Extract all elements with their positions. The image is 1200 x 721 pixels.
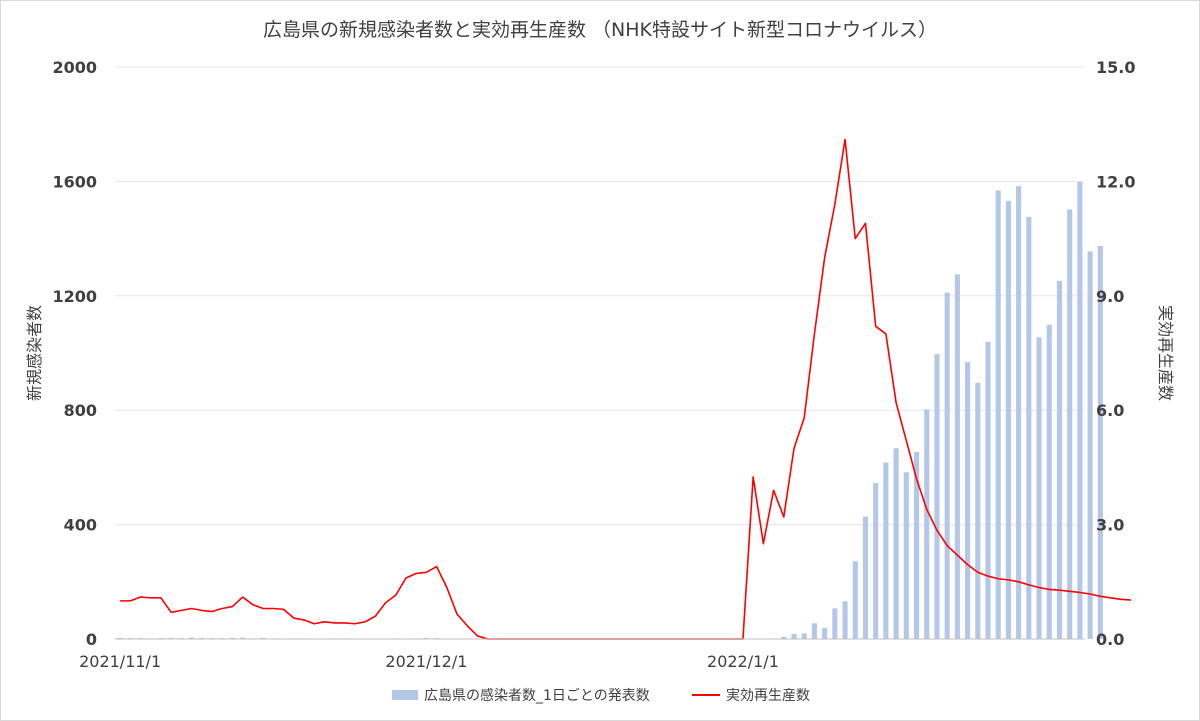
bar: [954, 274, 960, 639]
chart-title: 広島県の新規感染者数と実効再生産数 （NHK特設サイト新型コロナウイルス）: [263, 19, 937, 41]
bar: [1026, 216, 1032, 639]
bar: [995, 190, 1001, 639]
bar: [913, 451, 920, 639]
bar: [862, 516, 869, 639]
bar: [975, 382, 981, 639]
x-tick-label: 2022/1/1: [707, 652, 779, 671]
legend-label-bars: 広島県の感染者数_1日ごとの発表数: [424, 687, 650, 704]
right-tick-label: 9.0: [1096, 287, 1124, 306]
bar: [873, 483, 879, 639]
bar: [117, 637, 123, 639]
bar: [822, 628, 828, 639]
bar: [1036, 337, 1042, 639]
gridlines: [115, 66, 1085, 526]
legend-label-line: 実効再生産数: [726, 688, 810, 704]
bar: [1087, 251, 1093, 639]
bar: [903, 472, 909, 639]
legend: 広島県の感染者数_1日ごとの発表数 実効再生産数: [392, 687, 810, 704]
bar: [1056, 280, 1063, 639]
bar: [229, 637, 235, 639]
bar: [1067, 209, 1073, 640]
bar: [944, 292, 950, 639]
bar-series: [117, 181, 1103, 640]
bar: [811, 623, 817, 639]
legend-swatch-bars: [392, 690, 418, 700]
bar: [1046, 324, 1052, 639]
bar: [965, 362, 971, 639]
bar: [1097, 246, 1103, 639]
bar: [883, 462, 889, 639]
left-tick-label: 1200: [52, 287, 97, 306]
bar: [199, 637, 205, 639]
bar: [1005, 200, 1011, 639]
bar: [852, 561, 858, 639]
bar: [1016, 186, 1022, 639]
x-tick-label: 2021/12/1: [385, 652, 467, 671]
bar: [801, 633, 807, 639]
right-tick-label: 0.0: [1096, 630, 1124, 649]
left-tick-label: 800: [64, 401, 97, 420]
left-tick-label: 2000: [52, 58, 97, 77]
bar: [189, 637, 195, 639]
bar: [924, 409, 930, 639]
bar: [893, 448, 899, 639]
bar: [781, 636, 787, 639]
bar: [842, 601, 848, 639]
bar: [832, 608, 838, 639]
right-axis-title: 実効再生産数: [1156, 305, 1175, 401]
right-tick-label: 3.0: [1096, 516, 1124, 535]
right-tick-label: 6.0: [1096, 401, 1124, 420]
right-tick-label: 12.0: [1096, 172, 1135, 191]
bar: [168, 637, 174, 639]
bar: [934, 354, 940, 639]
bar: [240, 637, 246, 639]
bar: [423, 637, 429, 639]
bar: [985, 341, 991, 639]
left-axis-title: 新規感染者数: [25, 305, 44, 401]
left-tick-label: 1600: [52, 172, 97, 191]
bar: [260, 637, 266, 639]
axes: 0 400 800 1200 1600 2000 0.0 3.0 6.0 9.0 12.0 15.0 2…: [52, 58, 1135, 671]
left-tick-label: 0: [86, 630, 97, 649]
right-tick-label: 15.0: [1096, 58, 1135, 77]
bar: [1077, 181, 1083, 640]
x-tick-label: 2021/11/1: [79, 652, 161, 671]
left-tick-label: 400: [64, 516, 97, 535]
bar: [791, 633, 797, 639]
